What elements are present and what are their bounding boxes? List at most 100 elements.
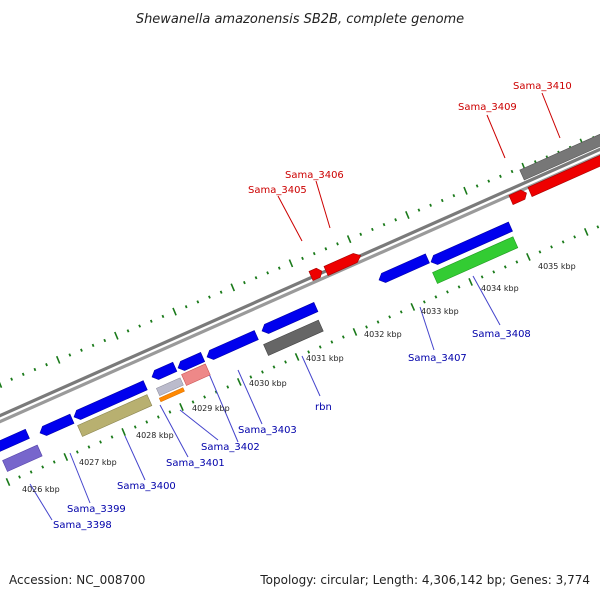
gene-sama-3401-grey xyxy=(156,377,184,396)
lower-major-tick xyxy=(410,302,416,311)
lower-minor-tick xyxy=(41,465,45,469)
label-rbn: rbn xyxy=(315,402,332,413)
gene-gray-forward xyxy=(519,132,600,181)
lower-minor-tick xyxy=(376,320,380,324)
upper-minor-tick xyxy=(196,300,200,304)
upper-major-tick xyxy=(0,381,3,389)
lower-minor-tick xyxy=(29,470,33,474)
leader-sama-3406 xyxy=(315,180,331,229)
upper-minor-tick xyxy=(394,218,398,222)
gene-sama-3402-pink xyxy=(181,363,211,386)
lower-minor-tick xyxy=(168,410,172,414)
leader-sama-3398 xyxy=(29,483,53,521)
lower-major-tick xyxy=(352,327,358,336)
upper-minor-tick xyxy=(254,276,258,280)
scale-label-4032: 4032 kbp xyxy=(364,330,402,339)
scale-label-4034: 4034 kbp xyxy=(481,284,519,293)
gene-sama-3405 xyxy=(308,267,323,281)
gene-sama-3408-top xyxy=(430,221,513,265)
leader-sama-3408 xyxy=(472,275,501,326)
backbone-line-inner xyxy=(0,153,600,424)
scale-label-4027: 4027 kbp xyxy=(79,458,117,467)
label-sama-3408: Sama_3408 xyxy=(472,329,531,340)
label-sama-3401: Sama_3401 xyxy=(166,458,225,469)
leader-sama-3400 xyxy=(124,435,146,481)
upper-minor-tick xyxy=(417,208,421,212)
gene-sama-3400 xyxy=(77,394,153,437)
leader-sama-3401 xyxy=(159,404,189,458)
leader-sama-3402 xyxy=(179,409,219,441)
gene-labels: Sama_3398 Sama_3399 Sama_3400 Sama_3401 … xyxy=(53,81,572,531)
leader-sama-3399 xyxy=(69,452,91,504)
upper-minor-tick xyxy=(324,247,328,251)
upper-major-tick xyxy=(463,186,468,195)
scale-label-4035: 4035 kbp xyxy=(538,262,576,271)
lower-minor-tick xyxy=(133,425,137,429)
scale-label-4030: 4030 kbp xyxy=(249,379,287,388)
lower-minor-tick xyxy=(434,295,438,299)
lower-major-tick xyxy=(63,452,69,462)
lower-minor-tick xyxy=(156,415,160,419)
lower-major-tick xyxy=(294,352,300,361)
gene-sama-3401-orange xyxy=(158,387,185,403)
lower-minor-tick xyxy=(388,315,392,319)
upper-minor-tick xyxy=(21,372,25,376)
lower-minor-tick xyxy=(307,350,311,354)
lower-minor-tick xyxy=(87,445,91,449)
lower-minor-tick xyxy=(480,275,484,279)
lower-minor-tick xyxy=(249,375,253,379)
lower-minor-tick xyxy=(75,450,79,454)
label-sama-3407: Sama_3407 xyxy=(408,353,467,364)
tick-track-upper xyxy=(0,136,595,389)
lower-major-tick xyxy=(179,402,184,412)
label-sama-3410: Sama_3410 xyxy=(513,81,572,92)
label-leaders xyxy=(29,92,561,521)
leader-sama-3402-b xyxy=(206,368,239,443)
scale-label-4029: 4029 kbp xyxy=(192,404,230,413)
gene-sama-3410 xyxy=(527,154,600,197)
lower-minor-tick xyxy=(261,370,264,374)
lower-minor-tick xyxy=(457,285,461,289)
gene-sama-3400-top xyxy=(73,380,148,420)
gene-sama-3402-top xyxy=(177,352,206,371)
gene-sama-3407 xyxy=(378,253,430,283)
upper-minor-tick xyxy=(219,290,223,294)
lower-minor-tick xyxy=(226,385,230,389)
upper-minor-tick xyxy=(312,251,316,256)
scale-label-4031: 4031 kbp xyxy=(306,354,344,363)
label-sama-3406: Sama_3406 xyxy=(285,170,344,181)
genome-summary-text: Topology: circular; Length: 4,306,142 bp… xyxy=(260,573,590,587)
lower-minor-tick xyxy=(110,435,114,439)
genome-backbone xyxy=(0,147,600,424)
lower-minor-tick xyxy=(515,260,519,264)
upper-minor-tick xyxy=(91,343,95,348)
upper-major-tick xyxy=(114,331,119,340)
upper-major-tick xyxy=(288,259,294,268)
upper-minor-tick xyxy=(126,329,130,333)
lower-minor-tick xyxy=(214,390,218,394)
scale-label-4033: 4033 kbp xyxy=(421,307,459,316)
lower-major-tick xyxy=(526,252,531,261)
scale-label-4028: 4028 kbp xyxy=(136,431,174,440)
backbone-line-outer xyxy=(0,147,600,418)
upper-major-tick xyxy=(405,210,410,220)
upper-major-tick xyxy=(172,307,177,316)
upper-minor-tick xyxy=(149,319,153,323)
lower-major-tick xyxy=(468,277,473,286)
upper-minor-tick xyxy=(359,232,363,236)
gene-sama-3409 xyxy=(508,189,527,205)
lower-minor-tick xyxy=(341,335,345,339)
lower-minor-tick xyxy=(52,460,56,464)
lower-minor-tick xyxy=(330,340,334,344)
lower-minor-tick xyxy=(422,300,426,304)
lower-minor-tick xyxy=(99,440,102,444)
map-title: Shewanella amazonensis SB2B, complete ge… xyxy=(136,12,464,27)
upper-minor-tick xyxy=(475,184,479,188)
upper-minor-tick xyxy=(68,353,72,357)
upper-minor-tick xyxy=(266,271,270,275)
lower-minor-tick xyxy=(492,270,496,274)
upper-minor-tick xyxy=(184,305,188,309)
upper-minor-tick xyxy=(371,227,374,232)
upper-minor-tick xyxy=(10,377,14,381)
leader-sama-3407 xyxy=(419,306,435,351)
